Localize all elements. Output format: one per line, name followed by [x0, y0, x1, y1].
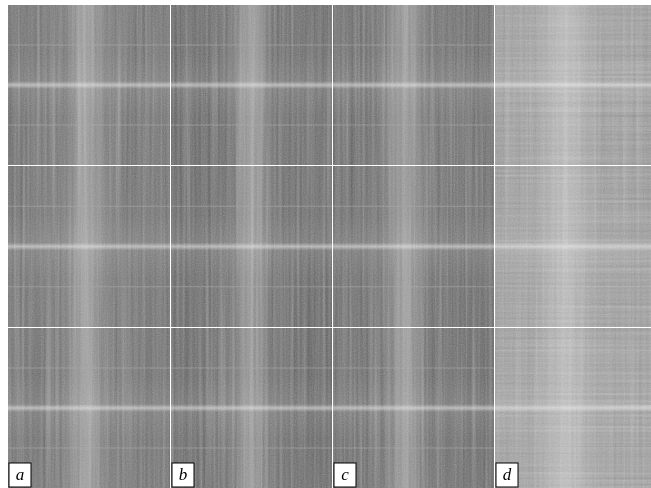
noise — [171, 166, 332, 327]
spectrum-panel — [487, 166, 651, 327]
noise — [8, 166, 170, 327]
noise — [333, 328, 494, 488]
page: abcd (() => { const data = JSON.parse(do… — [0, 0, 651, 488]
noise — [8, 328, 170, 488]
panel-label: b — [179, 465, 188, 484]
spectrum-panel — [8, 5, 170, 165]
noise — [495, 166, 651, 327]
spectrum-panel — [8, 166, 170, 327]
noise — [171, 5, 332, 165]
noise — [495, 5, 651, 165]
spectrum-panel — [487, 5, 651, 165]
spectrum-panel: a — [8, 328, 170, 488]
noise — [8, 5, 170, 165]
panel-label: a — [16, 465, 25, 484]
panel-label: d — [503, 465, 512, 484]
spectrum-panel — [171, 5, 332, 165]
noise — [333, 5, 494, 165]
spectrum-panel — [171, 166, 332, 327]
spectrum-panel: d — [487, 328, 651, 488]
noise — [333, 166, 494, 327]
spectrum-panel — [333, 166, 494, 327]
figure: a b c d — [0, 0, 651, 488]
noise — [171, 328, 332, 488]
spectrum-panel: c — [333, 328, 494, 488]
panel-label: c — [341, 465, 349, 484]
spectrum-panel: b — [171, 328, 332, 488]
spectrum-panel — [333, 5, 494, 165]
